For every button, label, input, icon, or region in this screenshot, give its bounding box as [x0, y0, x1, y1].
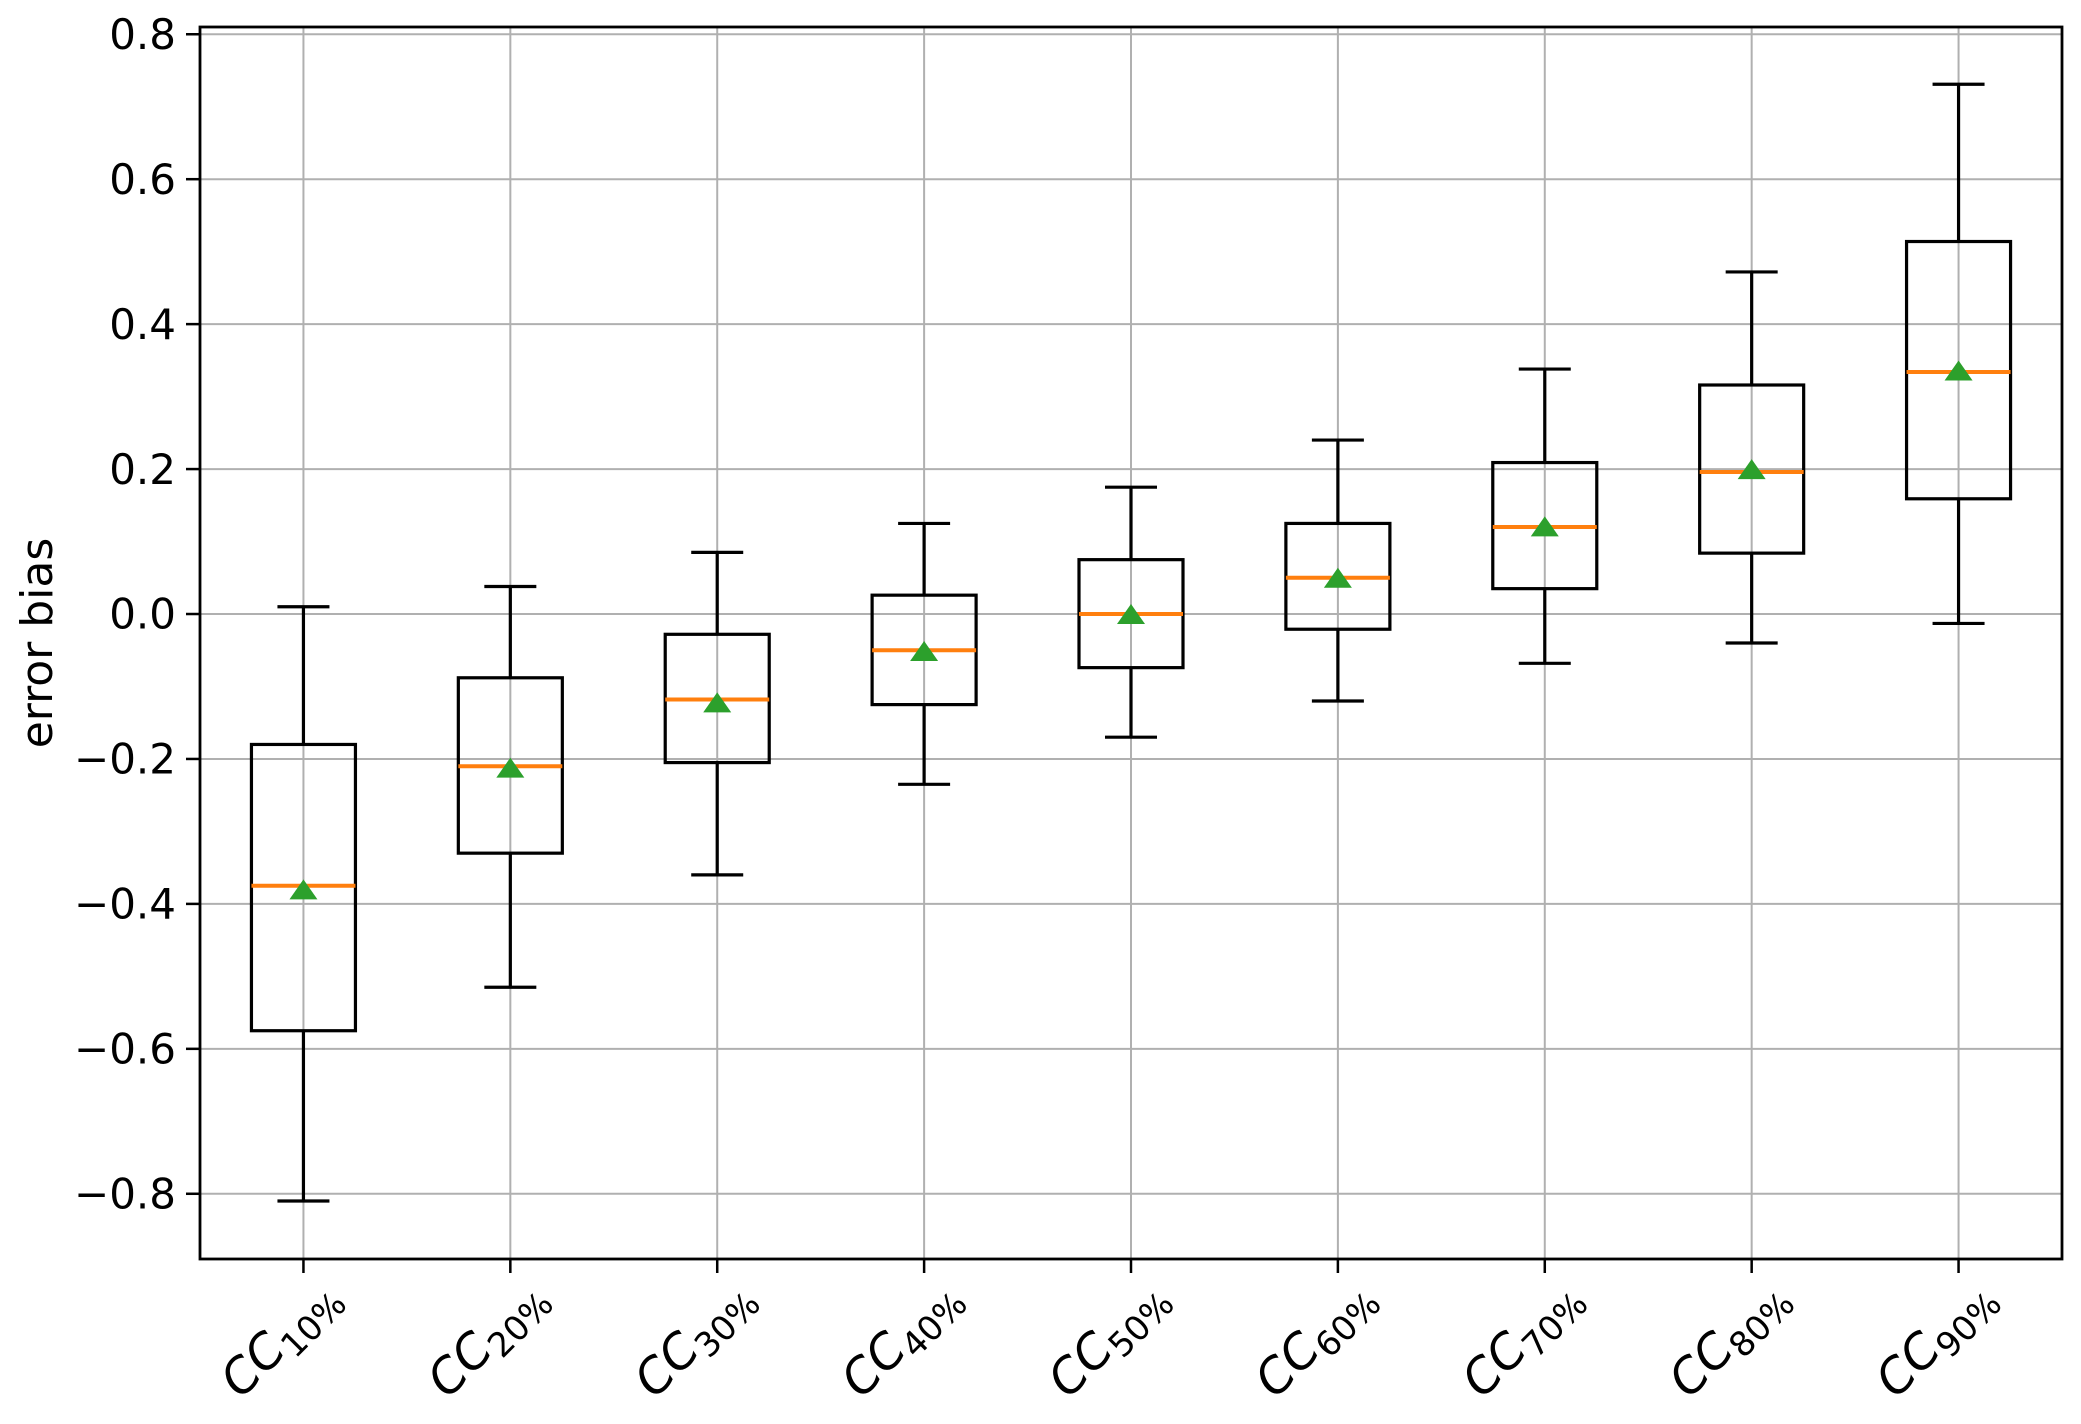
- mean-marker-icon: [1323, 567, 1352, 588]
- y-tick-label: −0.4: [74, 880, 176, 929]
- box-and-whiskers-CC-10%: [249, 605, 358, 1203]
- mean-marker-icon: [703, 692, 732, 713]
- box-and-whiskers-CC-40%: [870, 521, 978, 786]
- y-axis: 0.8 0.6 0.4 0.2 0.0 −0.2 −0.4 −0.6 −0.8: [74, 10, 200, 1218]
- box-and-whiskers-CC-60%: [1284, 438, 1392, 703]
- box-and-whiskers-CC-90%: [1904, 82, 2013, 626]
- y-tick-label: −0.8: [74, 1169, 176, 1218]
- box-and-whiskers-CC-20%: [456, 584, 564, 989]
- mean-marker-icon: [289, 879, 318, 900]
- box-and-whiskers-CC-70%: [1491, 367, 1599, 665]
- y-tick-label: −0.6: [74, 1025, 176, 1074]
- mean-marker-icon: [1944, 360, 1973, 381]
- iqr-box: [1698, 383, 1806, 555]
- mean-marker-icon: [1117, 604, 1145, 625]
- mean-marker-icon: [910, 640, 939, 661]
- box-and-whiskers-CC-80%: [1698, 270, 1806, 645]
- box-and-whiskers-CC-30%: [663, 550, 771, 877]
- y-tick-label: 0.4: [109, 300, 176, 349]
- y-tick-label: 0.2: [109, 445, 176, 494]
- mean-marker-icon: [496, 757, 525, 778]
- mean-marker-icon: [1737, 459, 1766, 480]
- box-and-whiskers-CC-50%: [1077, 485, 1185, 739]
- mean-marker-icon: [1530, 516, 1559, 537]
- y-tick-label: 0.8: [109, 10, 176, 59]
- y-tick-label: −0.2: [74, 735, 176, 784]
- y-axis-title: error bias: [12, 538, 63, 749]
- y-tick-label: 0.0: [109, 590, 176, 639]
- y-tick-label: 0.6: [109, 155, 176, 204]
